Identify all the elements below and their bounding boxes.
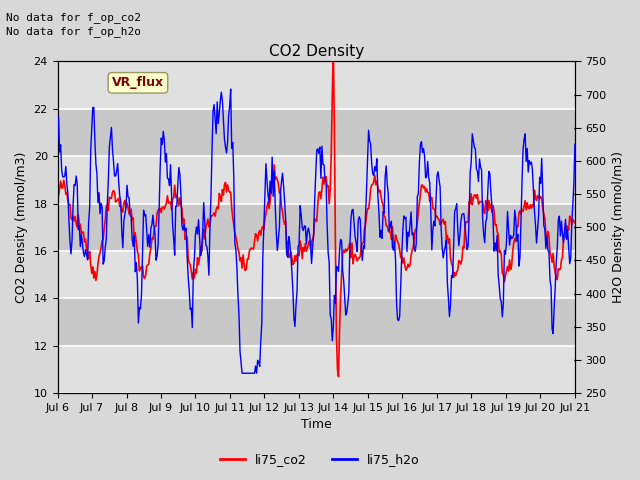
Legend: li75_co2, li75_h2o: li75_co2, li75_h2o [215,448,425,471]
Y-axis label: CO2 Density (mmol/m3): CO2 Density (mmol/m3) [15,152,28,303]
Bar [58,109,575,156]
Text: No data for f_op_h2o: No data for f_op_h2o [6,26,141,37]
Bar [58,299,575,346]
Bar [58,61,575,109]
Title: CO2 Density: CO2 Density [269,44,364,59]
Bar [58,251,575,299]
Bar [58,346,575,393]
Bar [58,156,575,204]
Text: VR_flux: VR_flux [112,76,164,89]
X-axis label: Time: Time [301,419,332,432]
Y-axis label: H2O Density (mmol/m3): H2O Density (mmol/m3) [612,151,625,303]
Text: No data for f_op_co2: No data for f_op_co2 [6,12,141,23]
Bar [58,204,575,251]
